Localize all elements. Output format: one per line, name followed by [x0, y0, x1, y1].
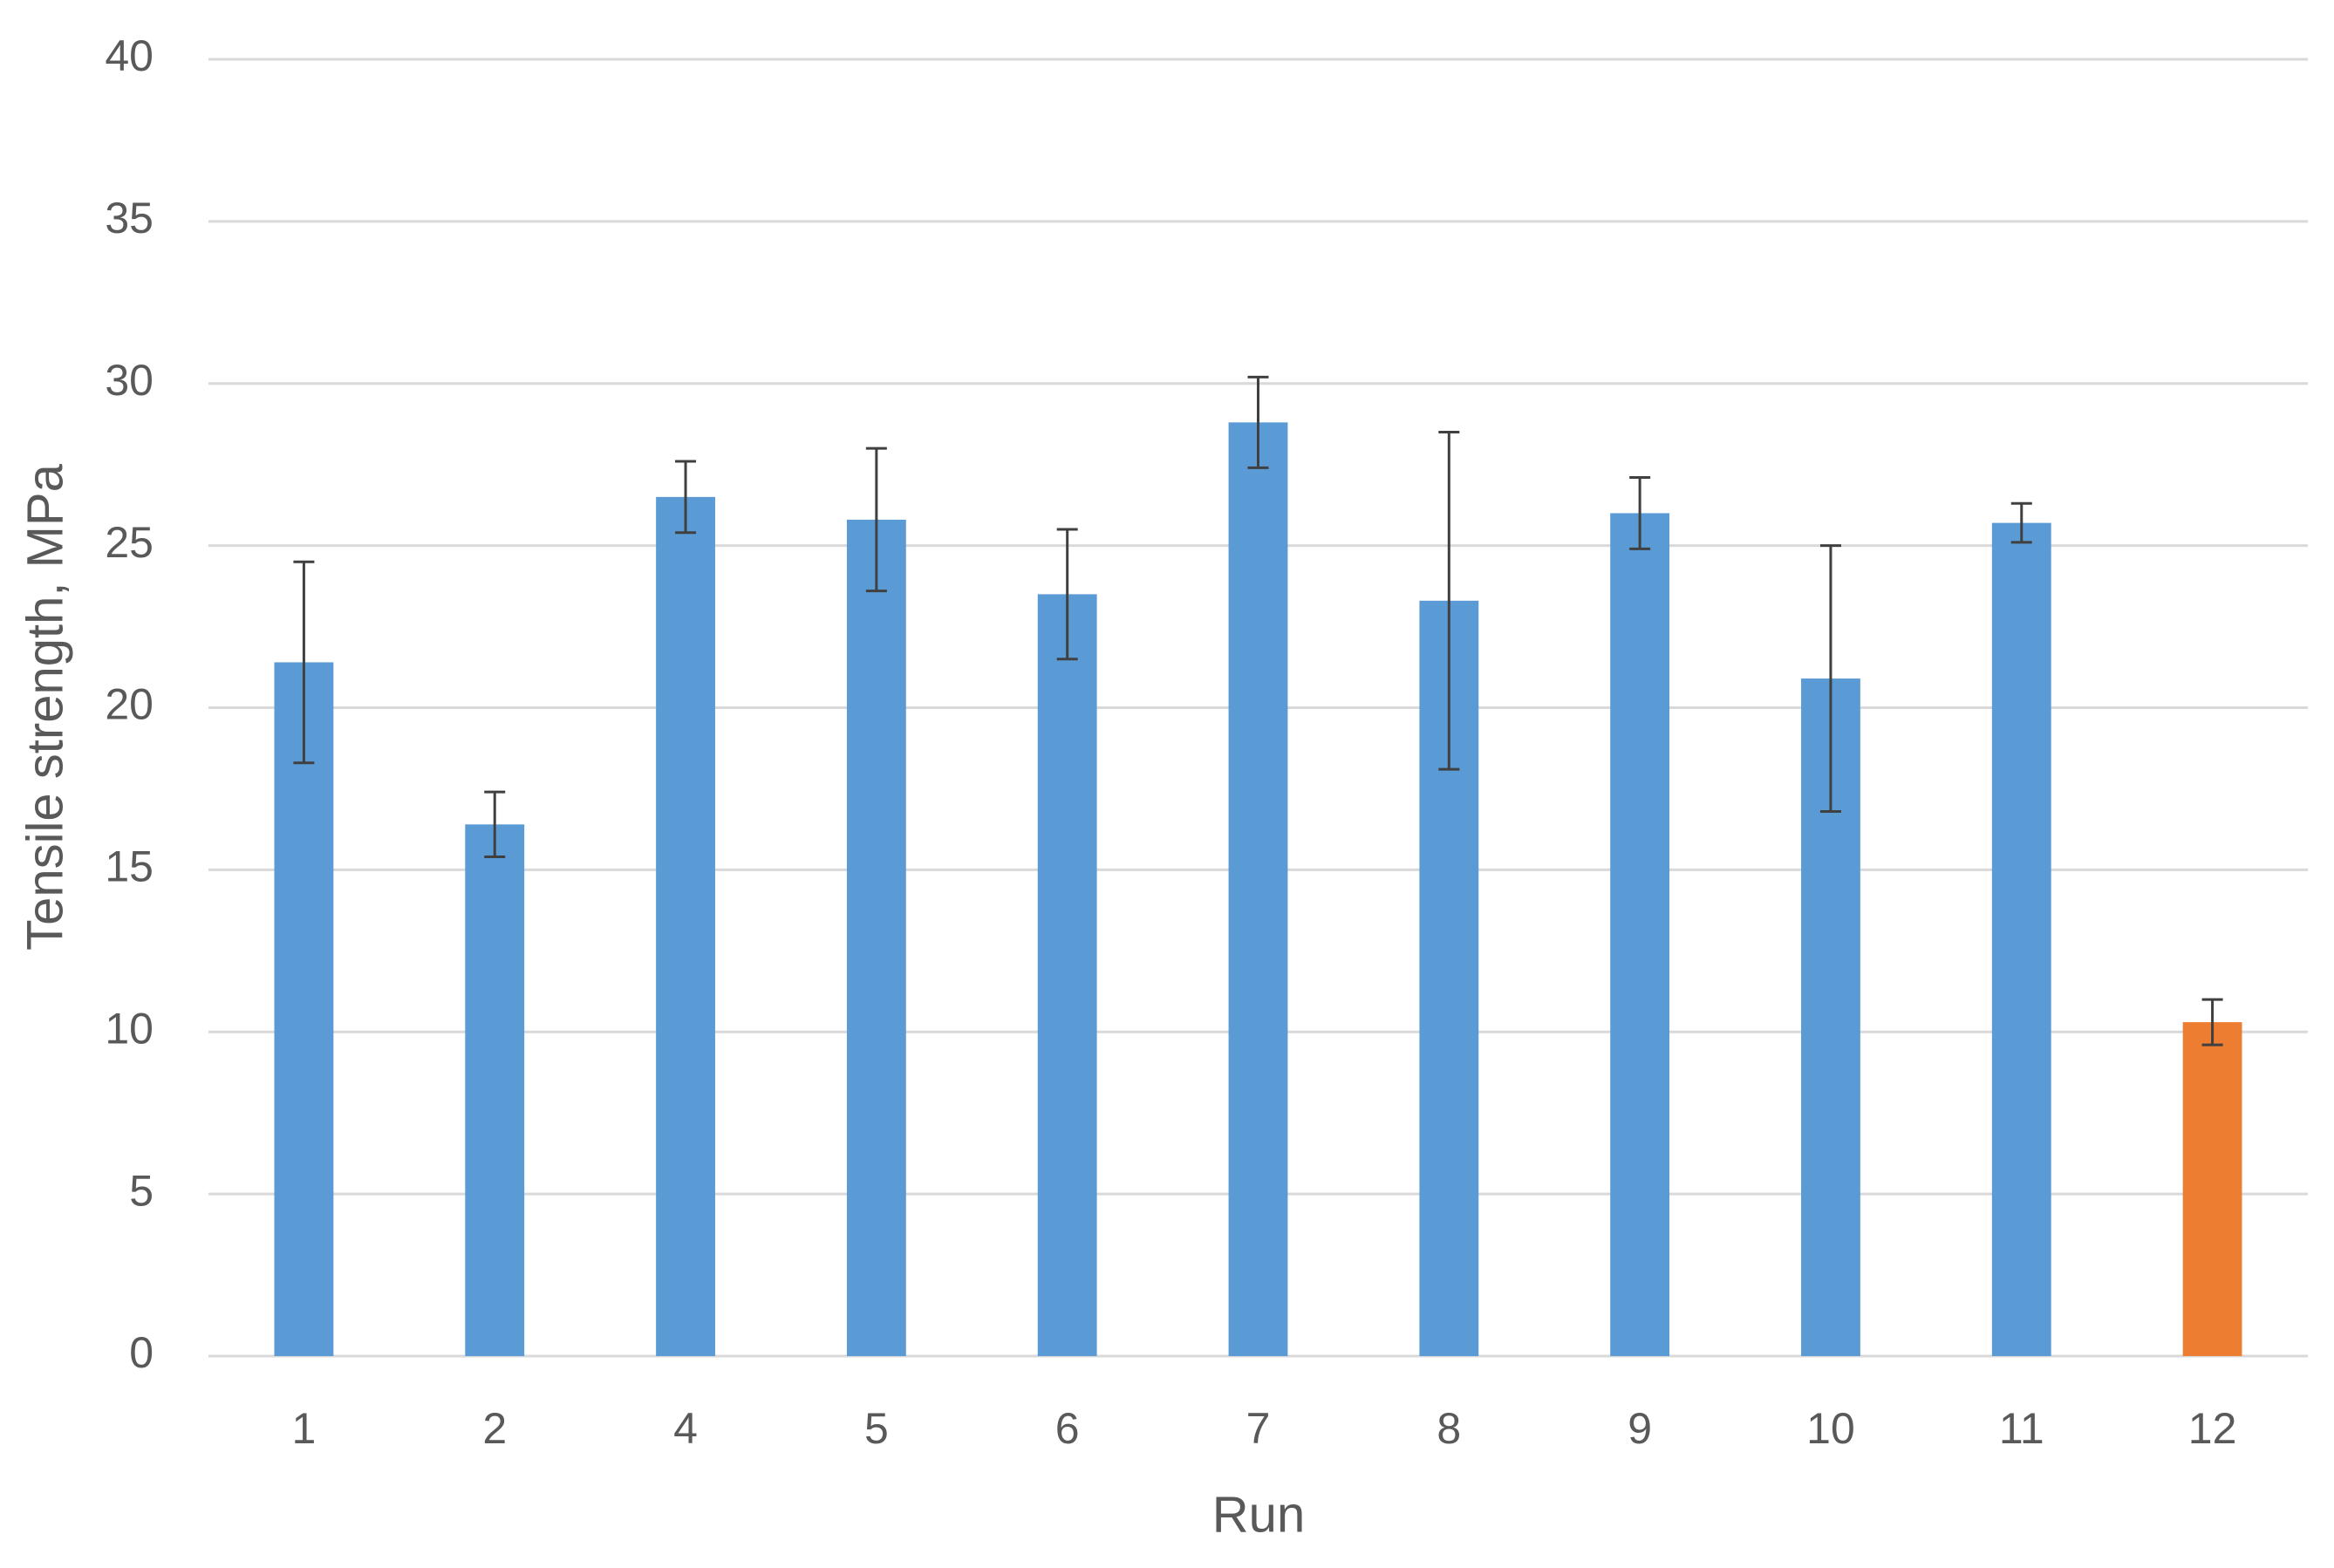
x-tick-label: 4 — [673, 1404, 698, 1453]
bar — [846, 519, 906, 1356]
bar — [1037, 594, 1097, 1356]
y-tick-label: 5 — [129, 1166, 154, 1215]
bar — [1610, 513, 1670, 1356]
bar — [2182, 1022, 2242, 1356]
error-bar — [2201, 998, 2223, 1046]
x-tick-label: 11 — [1999, 1404, 2044, 1453]
y-tick-label: 10 — [105, 1004, 154, 1053]
error-bar — [293, 560, 315, 765]
x-tick-label: 8 — [1437, 1404, 1461, 1453]
error-bar — [1819, 544, 1841, 813]
error-bar — [1629, 476, 1651, 550]
error-bar — [1438, 431, 1460, 771]
error-bar — [865, 447, 887, 593]
y-tick-label: 30 — [105, 356, 154, 405]
y-tick-label: 25 — [105, 518, 154, 567]
y-tick-label: 40 — [105, 31, 154, 80]
x-tick-label: 1 — [292, 1404, 317, 1453]
bar — [656, 496, 715, 1356]
x-tick-label: 7 — [1246, 1404, 1271, 1453]
x-tick-label: 5 — [864, 1404, 889, 1453]
x-tick-label: 12 — [2188, 1404, 2237, 1453]
y-tick-label: 20 — [105, 680, 154, 729]
x-tick-label: 6 — [1055, 1404, 1080, 1453]
error-bar — [1056, 528, 1078, 661]
bar — [1228, 422, 1288, 1356]
bar — [465, 824, 525, 1356]
error-bar — [484, 790, 506, 859]
y-tick-label: 0 — [129, 1328, 154, 1377]
bar — [1991, 522, 2051, 1356]
bar — [274, 662, 334, 1356]
x-tick-label: 9 — [1628, 1404, 1652, 1453]
x-tick-label: 2 — [482, 1404, 507, 1453]
error-bar — [2010, 501, 2032, 544]
x-tick-label: 10 — [1806, 1404, 1855, 1453]
error-bar — [1247, 375, 1269, 469]
x-axis-title: Run — [1212, 1486, 1305, 1543]
y-axis-title: Tensile strength, MPa — [17, 463, 73, 950]
y-tick-label: 35 — [105, 194, 154, 242]
y-tick-label: 15 — [105, 842, 154, 891]
error-bar — [675, 460, 697, 535]
